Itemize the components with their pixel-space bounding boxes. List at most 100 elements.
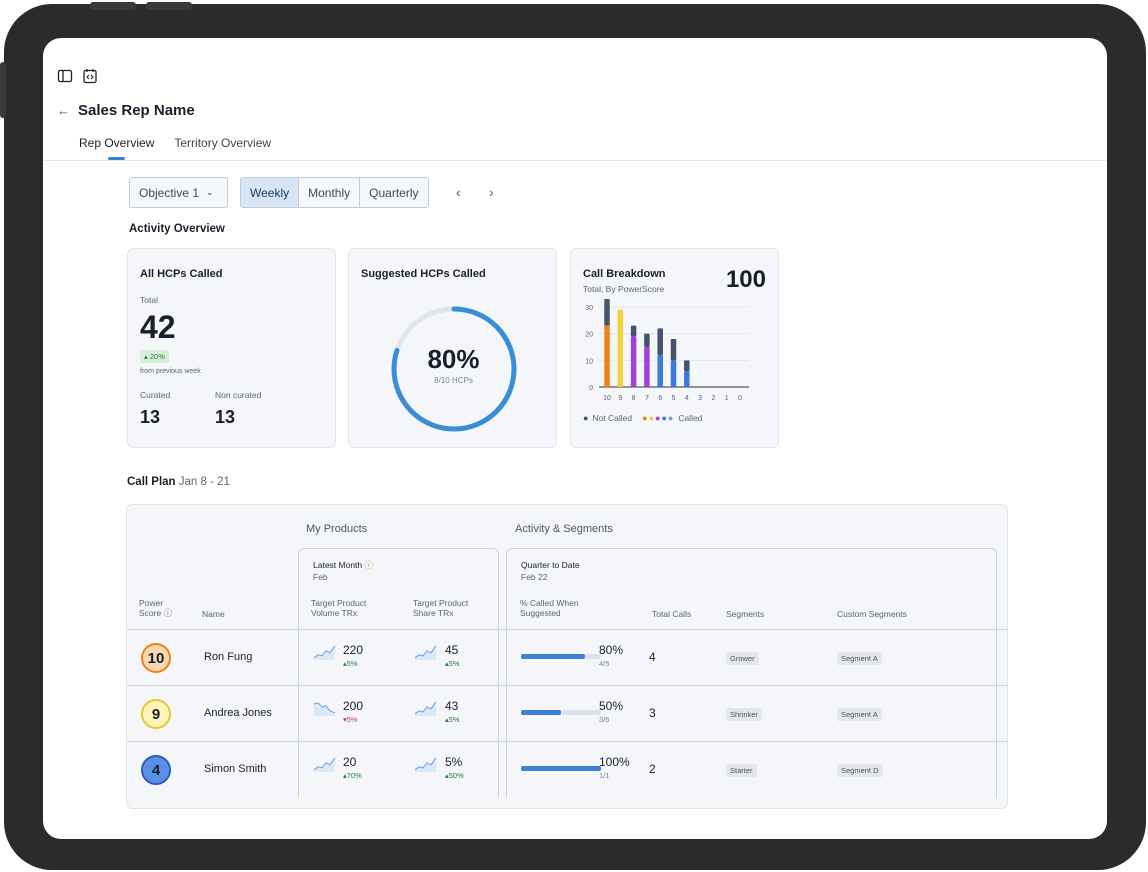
volume-change: ▾5% — [343, 715, 358, 724]
col-segments: Segments — [726, 609, 765, 619]
caret-up-icon: ▴ — [343, 659, 347, 668]
custom-segment-chip: Segment A — [837, 652, 882, 665]
volume-change-value: 70% — [346, 771, 362, 780]
volume-value: 200 — [343, 699, 364, 713]
objective-label: Objective 1 — [139, 185, 200, 200]
called-fraction: 3/6 — [599, 715, 610, 724]
latest-month-sub: Feb — [313, 572, 328, 582]
called-percent: 100% — [599, 755, 630, 769]
y-tick-label: 10 — [585, 358, 593, 365]
qtd-sub: Feb 22 — [521, 572, 548, 582]
percent-value: 80% — [427, 344, 480, 374]
total-value: 42 — [140, 309, 176, 345]
hcp-name[interactable]: Ron Fung — [204, 651, 253, 663]
volume-sparkline — [313, 645, 336, 660]
called-progress-fill — [521, 710, 561, 715]
card-title: All HCPs Called — [140, 268, 223, 280]
called-percent: 50% — [599, 699, 624, 713]
chevron-right-icon[interactable]: › — [489, 184, 494, 200]
share-change: ▴5% — [445, 659, 460, 668]
x-tick-label: 3 — [698, 395, 702, 402]
chart-legend: ● Not Called ●●●●● Called — [583, 413, 702, 423]
change-note: from previous week — [140, 368, 201, 375]
bar-called — [670, 360, 677, 387]
x-tick-label: 2 — [711, 395, 715, 402]
hcp-name[interactable]: Andrea Jones — [204, 707, 272, 719]
x-tick-label: 0 — [738, 395, 742, 402]
qtd-label: Quarter to Date — [521, 560, 580, 570]
table-row[interactable]: 4 Simon Smith 20 ▴70% 5% ▴50% 100% 1/1 2… — [127, 741, 1007, 797]
share-sparkline — [414, 757, 437, 772]
chevron-left-icon[interactable]: ‹ — [456, 184, 461, 200]
period-quarterly-button[interactable]: Quarterly — [359, 178, 428, 207]
volume-change-value: 5% — [346, 715, 358, 724]
col-power-score: Power Score ⓘ — [139, 598, 173, 618]
info-icon[interactable]: ⓘ — [364, 560, 374, 570]
info-icon[interactable]: ⓘ — [163, 608, 173, 618]
objective-dropdown[interactable]: Objective 1 ⌄ — [129, 177, 228, 208]
volume-sparkline — [313, 702, 336, 716]
volume-sparkline — [313, 757, 336, 772]
table-row[interactable]: 10 Ron Fung 220 ▴5% 45 ▴5% 80% 4/5 4 Gro… — [127, 629, 1007, 685]
call-plan-title: Call Plan — [127, 476, 176, 488]
progress-ring — [391, 306, 517, 432]
custom-segment-chip: Segment A — [837, 708, 882, 721]
products-group — [298, 548, 499, 798]
period-toggle: Weekly Monthly Quarterly — [240, 177, 429, 208]
share-change-value: 5% — [448, 659, 460, 668]
called-percent: 80% — [599, 643, 624, 657]
y-tick-label: 30 — [585, 305, 593, 312]
tab-divider — [43, 160, 1107, 161]
call-plan-heading: Call Plan Jan 8 - 21 — [127, 476, 230, 488]
period-weekly-button[interactable]: Weekly — [241, 178, 299, 207]
bar-called — [644, 347, 650, 387]
bar-not-called — [630, 325, 637, 337]
col-custom-segments: Custom Segments — [837, 609, 907, 619]
y-tick-label: 0 — [589, 385, 593, 392]
called-progress-bar — [521, 710, 601, 715]
called-fraction: 4/5 — [599, 659, 610, 668]
legend-dot: ● — [583, 413, 589, 423]
bar-called — [657, 355, 663, 387]
page-title: Sales Rep Name — [78, 102, 195, 119]
x-tick-label: 7 — [645, 395, 649, 402]
caret-up-icon: ▴ — [144, 352, 150, 361]
table-row[interactable]: 9 Andrea Jones 200 ▾5% 43 ▴5% 50% 3/6 3 … — [127, 685, 1007, 741]
call-plan-dates: Jan 8 - 21 — [178, 476, 230, 488]
sidebar-toggle-icon[interactable] — [57, 68, 73, 84]
side-button — [0, 62, 6, 118]
power-score-badge: 4 — [141, 755, 171, 785]
col-called: % Called When Suggested — [520, 598, 579, 618]
breakdown-total: 100 — [725, 266, 766, 293]
share-sparkline — [414, 701, 437, 716]
bar-called — [684, 371, 690, 387]
col-power-label: Power Score — [139, 598, 164, 618]
volume-change-value: 5% — [346, 659, 358, 668]
col-share: Target Product Share TRx — [413, 598, 469, 618]
x-tick-label: 1 — [725, 395, 729, 402]
volume-button — [146, 2, 192, 10]
hcp-name[interactable]: Simon Smith — [204, 763, 267, 775]
period-monthly-button[interactable]: Monthly — [298, 178, 360, 207]
bar-not-called — [604, 299, 610, 326]
code-view-icon[interactable] — [82, 68, 98, 84]
segment-chip: Starter — [726, 764, 757, 777]
col-name: Name — [202, 609, 225, 619]
legend-called: Called — [678, 413, 703, 423]
called-progress-fill — [521, 654, 585, 659]
tab-rep-overview[interactable]: Rep Overview — [79, 136, 154, 160]
group-activity: Activity & Segments — [515, 523, 613, 535]
suggested-hcps-card: Suggested HCPs Called 80% 8/10 HCPs — [348, 248, 557, 448]
caret-up-icon: ▴ — [445, 771, 449, 780]
volume-value: 220 — [343, 643, 364, 657]
tab-territory-overview[interactable]: Territory Overview — [174, 136, 272, 150]
volume-button — [90, 2, 136, 10]
percent-detail: 8/10 HCPs — [434, 376, 473, 385]
arrow-left-icon[interactable]: ← — [57, 103, 70, 118]
caret-up-icon: ▴ — [445, 659, 449, 668]
total-calls: 3 — [649, 706, 656, 720]
caret-down-icon: ▾ — [343, 715, 347, 724]
group-products: My Products — [306, 523, 368, 535]
bar-not-called — [644, 333, 650, 347]
total-calls: 2 — [649, 762, 656, 776]
